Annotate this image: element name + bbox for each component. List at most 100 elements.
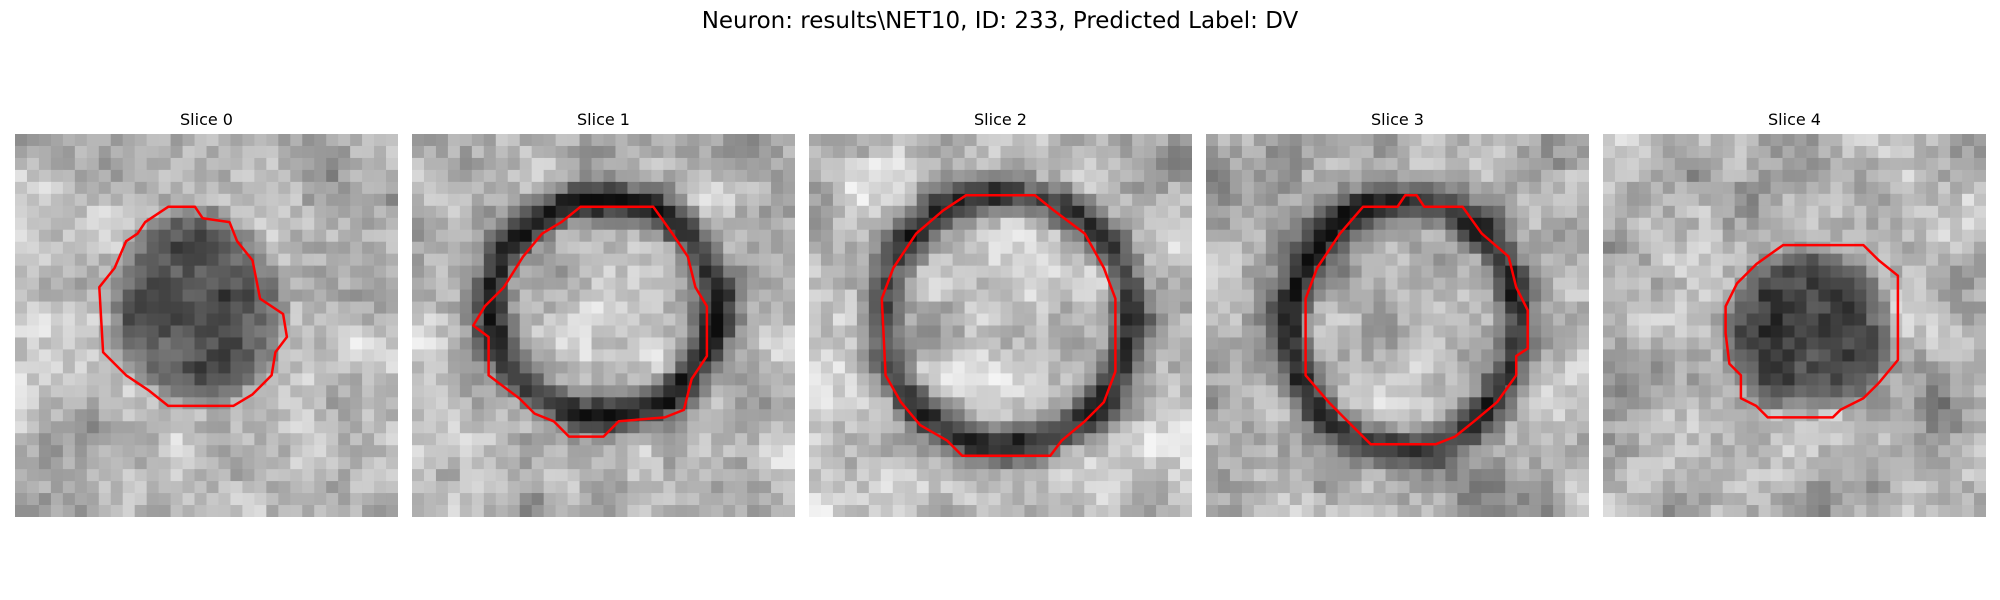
image-pixel bbox=[544, 158, 557, 171]
image-pixel bbox=[290, 326, 303, 339]
image-pixel bbox=[1457, 326, 1470, 339]
image-pixel bbox=[1639, 194, 1652, 207]
image-pixel bbox=[639, 290, 652, 303]
image-pixel bbox=[484, 469, 497, 482]
image-pixel bbox=[783, 206, 795, 219]
image-pixel bbox=[326, 361, 339, 374]
image-pixel bbox=[735, 158, 748, 171]
image-pixel bbox=[1866, 182, 1879, 195]
image-pixel bbox=[1012, 266, 1025, 279]
image-pixel bbox=[833, 457, 846, 470]
image-pixel bbox=[1842, 314, 1855, 327]
image-pixel bbox=[1711, 314, 1724, 327]
image-pixel bbox=[592, 290, 605, 303]
image-pixel bbox=[1421, 302, 1434, 315]
image-pixel bbox=[845, 385, 858, 398]
image-pixel bbox=[1072, 194, 1085, 207]
image-pixel bbox=[326, 314, 339, 327]
image-pixel bbox=[1048, 302, 1061, 315]
image-pixel bbox=[508, 182, 521, 195]
image-pixel bbox=[1144, 266, 1157, 279]
image-pixel bbox=[747, 433, 760, 446]
image-pixel bbox=[1818, 326, 1831, 339]
image-pixel bbox=[436, 134, 449, 147]
image-pixel bbox=[627, 170, 640, 183]
image-pixel bbox=[1806, 242, 1819, 255]
image-pixel bbox=[1795, 206, 1808, 219]
image-pixel bbox=[254, 206, 267, 219]
image-pixel bbox=[1747, 206, 1760, 219]
image-pixel bbox=[1024, 182, 1037, 195]
image-pixel bbox=[1517, 278, 1530, 291]
image-pixel bbox=[1132, 194, 1145, 207]
image-pixel bbox=[1627, 254, 1640, 267]
image-pixel bbox=[580, 349, 593, 362]
image-pixel bbox=[893, 457, 906, 470]
image-pixel bbox=[1651, 278, 1664, 291]
image-pixel bbox=[1266, 409, 1279, 422]
image-pixel bbox=[1830, 385, 1843, 398]
image-pixel bbox=[1326, 278, 1339, 291]
image-pixel bbox=[1084, 445, 1097, 458]
image-pixel bbox=[1962, 385, 1975, 398]
image-pixel bbox=[1180, 170, 1192, 183]
image-pixel bbox=[230, 457, 243, 470]
image-pixel bbox=[783, 397, 795, 410]
image-pixel bbox=[207, 337, 220, 350]
image-pixel bbox=[699, 385, 712, 398]
image-pixel bbox=[687, 397, 700, 410]
image-pixel bbox=[1771, 146, 1784, 159]
image-pixel bbox=[326, 146, 339, 159]
image-pixel bbox=[580, 134, 593, 147]
image-pixel bbox=[1565, 457, 1578, 470]
image-pixel bbox=[929, 314, 942, 327]
image-pixel bbox=[1254, 266, 1267, 279]
image-pixel bbox=[1180, 409, 1192, 422]
image-pixel bbox=[1433, 302, 1446, 315]
image-pixel bbox=[1723, 170, 1736, 183]
image-pixel bbox=[1699, 206, 1712, 219]
image-pixel bbox=[1180, 266, 1192, 279]
image-pixel bbox=[1001, 481, 1014, 494]
image-pixel bbox=[759, 302, 772, 315]
image-pixel bbox=[1302, 254, 1315, 267]
image-pixel bbox=[592, 266, 605, 279]
image-pixel bbox=[1842, 302, 1855, 315]
image-pixel bbox=[302, 469, 315, 482]
image-pixel bbox=[460, 290, 473, 303]
image-pixel bbox=[1168, 493, 1181, 506]
image-pixel bbox=[374, 278, 387, 291]
image-pixel bbox=[374, 134, 387, 147]
image-pixel bbox=[338, 278, 351, 291]
image-pixel bbox=[568, 361, 581, 374]
image-pixel bbox=[929, 361, 942, 374]
image-pixel bbox=[27, 290, 40, 303]
image-pixel bbox=[1230, 302, 1243, 315]
image-pixel bbox=[448, 445, 461, 458]
image-pixel bbox=[1493, 194, 1506, 207]
image-pixel bbox=[484, 134, 497, 147]
image-pixel bbox=[809, 158, 822, 171]
image-pixel bbox=[448, 218, 461, 231]
image-pixel bbox=[1577, 445, 1589, 458]
image-pixel bbox=[735, 409, 748, 422]
image-pixel bbox=[1926, 409, 1939, 422]
image-pixel bbox=[1433, 278, 1446, 291]
image-pixel bbox=[412, 206, 425, 219]
image-pixel bbox=[1818, 290, 1831, 303]
image-pixel bbox=[374, 457, 387, 470]
image-pixel bbox=[869, 421, 882, 434]
image-pixel bbox=[159, 326, 172, 339]
image-pixel bbox=[1180, 361, 1192, 374]
image-pixel bbox=[1890, 397, 1903, 410]
image-pixel bbox=[1854, 409, 1867, 422]
image-pixel bbox=[436, 230, 449, 243]
image-pixel bbox=[147, 170, 160, 183]
image-pixel bbox=[460, 397, 473, 410]
image-pixel bbox=[135, 230, 148, 243]
image-pixel bbox=[977, 421, 990, 434]
image-pixel bbox=[675, 206, 688, 219]
image-pixel bbox=[663, 158, 676, 171]
image-pixel bbox=[207, 505, 220, 517]
image-pixel bbox=[977, 170, 990, 183]
